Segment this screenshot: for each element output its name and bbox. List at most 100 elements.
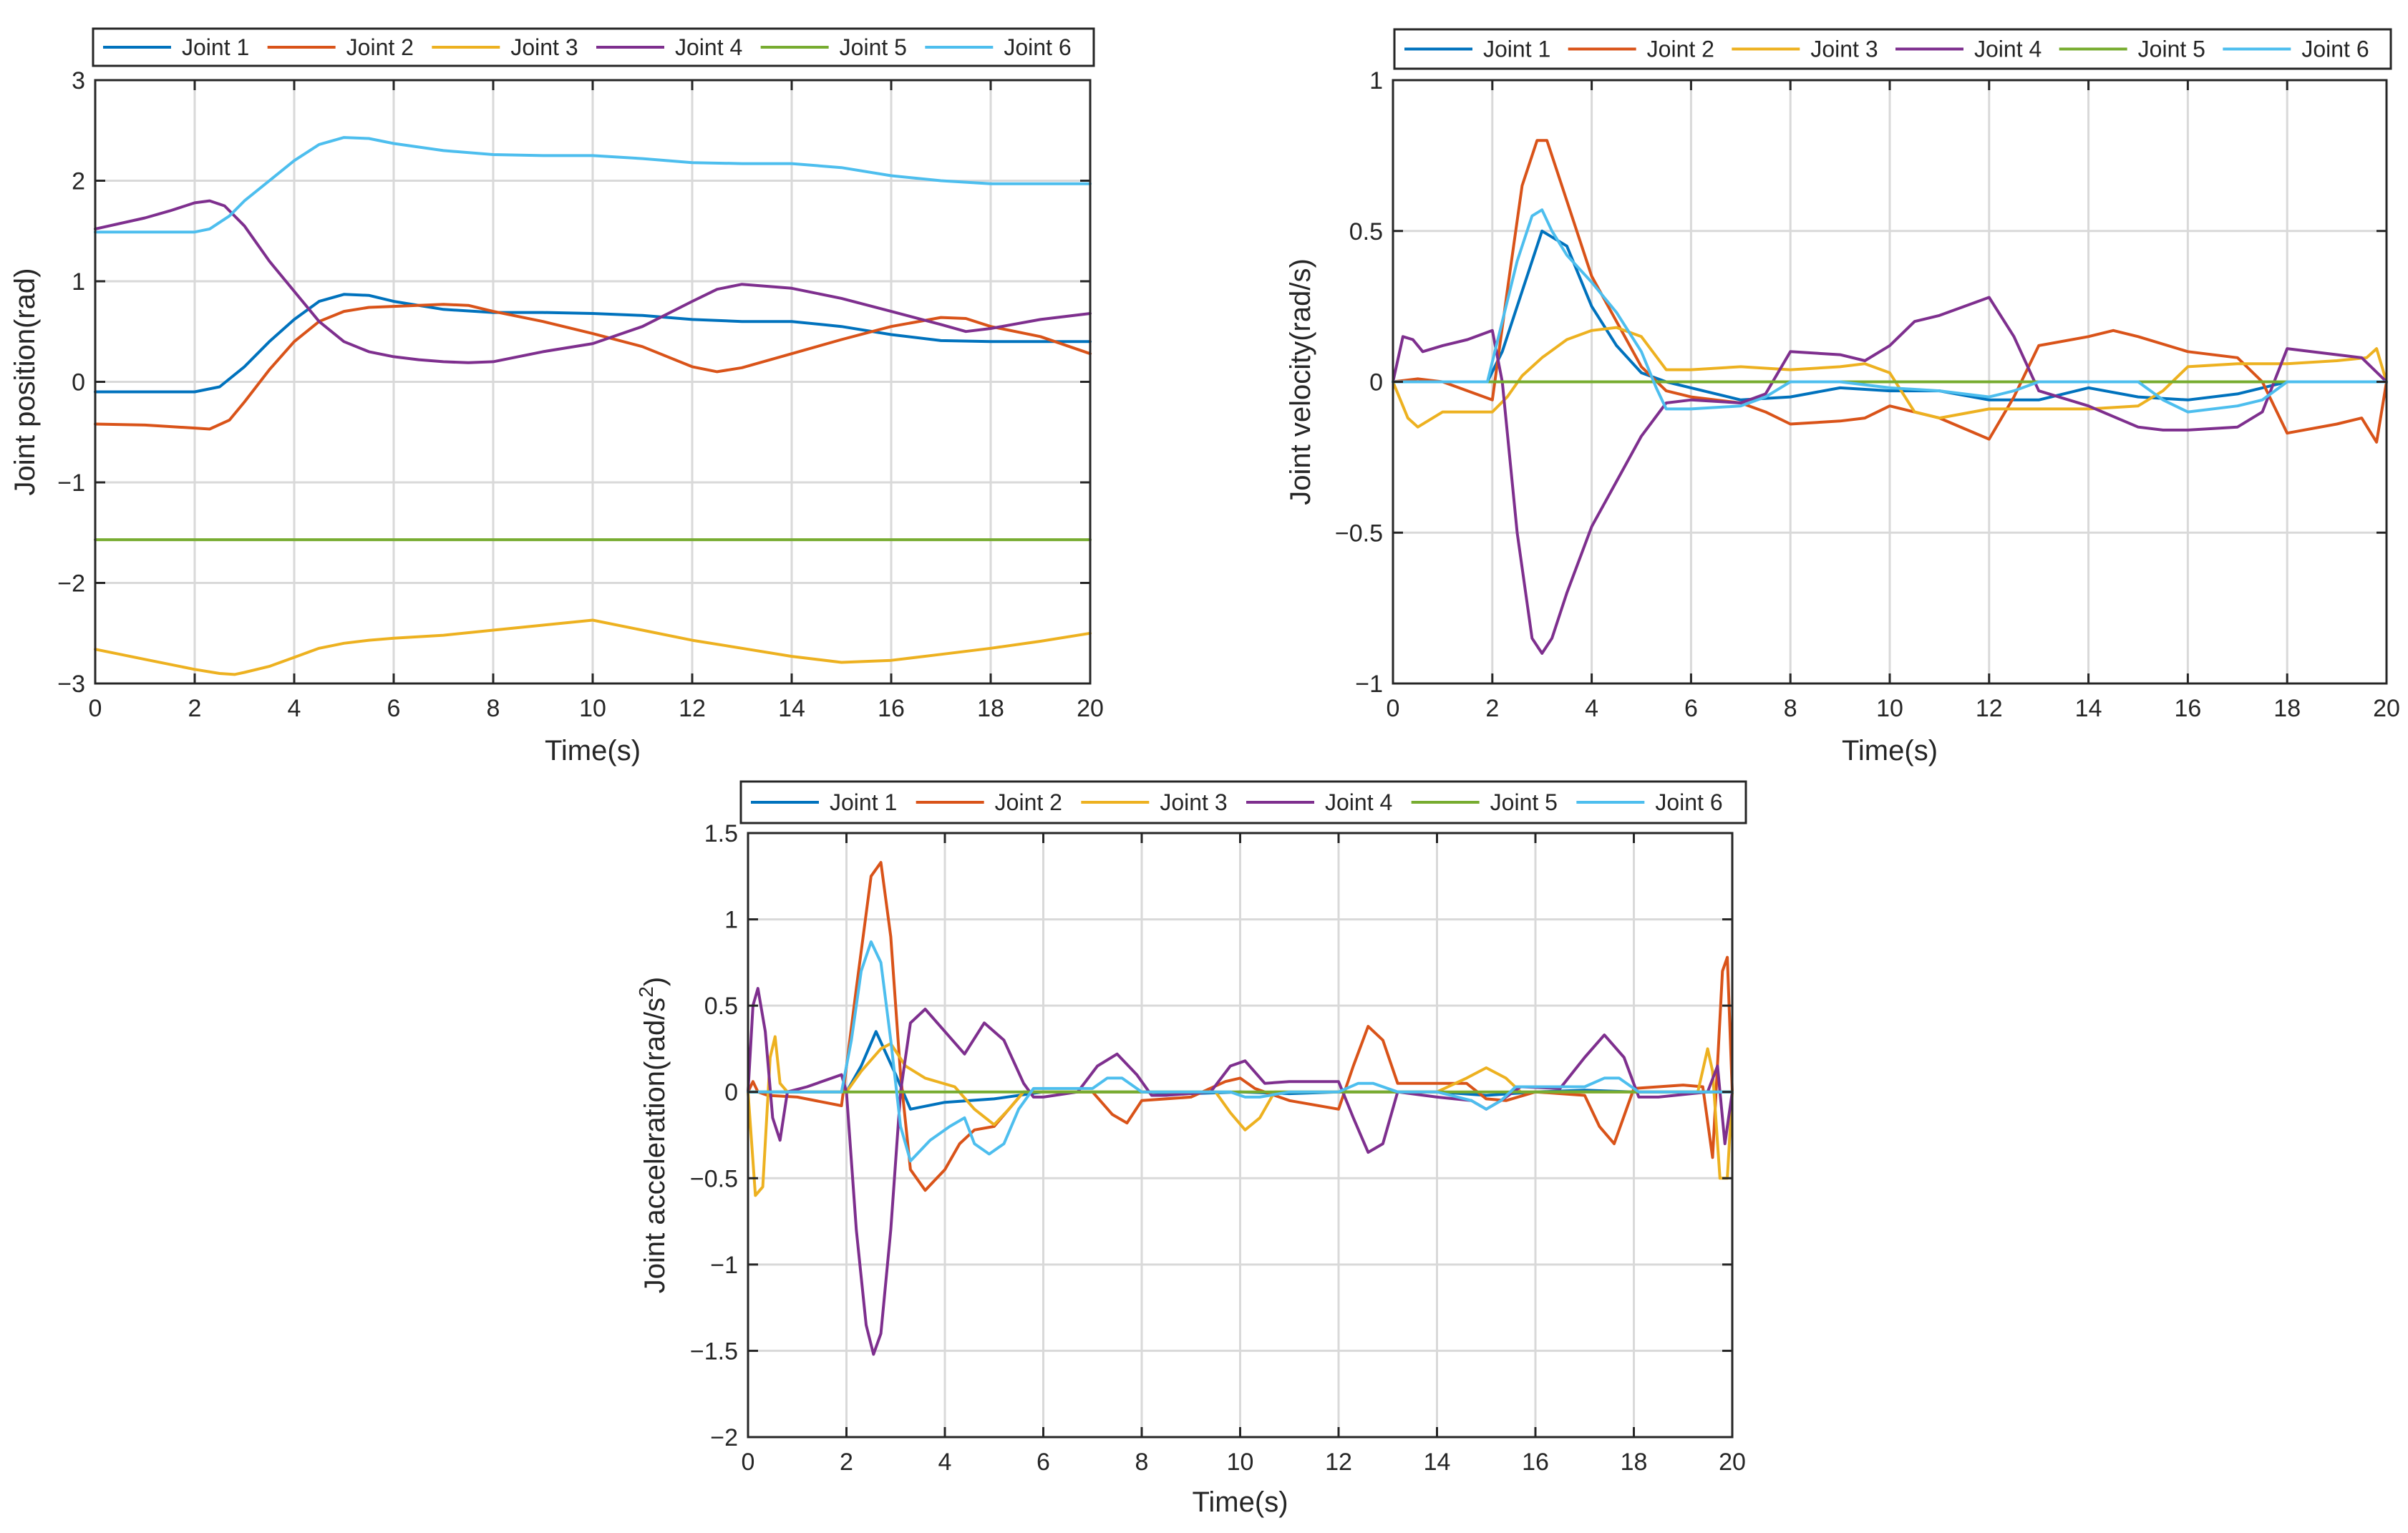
legend-label: Joint 1 [830, 789, 897, 815]
legend-label: Joint 3 [1160, 789, 1227, 815]
y-axis-label-close: ) [639, 977, 671, 986]
x-tick-label: 8 [1135, 1449, 1149, 1476]
legend-label: Joint 1 [182, 34, 249, 60]
x-tick-label: 12 [1325, 1449, 1352, 1476]
y-axis-label-superscript: 2 [635, 986, 657, 998]
x-tick-label: 18 [2273, 695, 2301, 722]
series-group [747, 861, 1734, 1356]
legend-label: Joint 5 [2138, 36, 2205, 62]
series-line-joint-6 [94, 136, 1092, 234]
x-tick-label: 14 [778, 695, 805, 722]
series-line-joint-6 [747, 940, 1734, 1163]
x-tick-label: 20 [2373, 695, 2400, 722]
legend: Joint 1 Joint 2 Joint 3 Joint 4 Joint 5 Joint… [92, 27, 1095, 67]
x-tick-label: 18 [1621, 1449, 1648, 1476]
x-tick-label: 6 [1036, 1449, 1050, 1476]
x-axis-label: Time(s) [545, 735, 641, 766]
ticks: 0 2 4 6 8 10 12 14 16 18 20 −2 −1.5 −1 −0.5 0 0.5 1 1.5 [690, 820, 1746, 1476]
x-tick-label: 20 [1719, 1449, 1746, 1476]
x-tick-label: 18 [977, 695, 1004, 722]
x-tick-label: 0 [1387, 695, 1400, 722]
series-line-joint-2 [747, 861, 1734, 1192]
y-tick-label: 1 [1369, 67, 1383, 94]
x-tick-label: 4 [288, 695, 301, 722]
x-tick-label: 16 [1522, 1449, 1549, 1476]
y-tick-label: −1.5 [690, 1338, 738, 1365]
x-tick-label: 2 [840, 1449, 853, 1476]
x-tick-label: 4 [938, 1449, 952, 1476]
chart-panel-3: 0 2 4 6 8 10 12 14 16 18 20 −2 −1.5 −1 −0.5 0 0.5 1 1.5 Tim… [635, 780, 1747, 1518]
legend-label: Joint 6 [1004, 34, 1071, 60]
legend-label: Joint 1 [1483, 36, 1550, 62]
legend-label: Joint 3 [1810, 36, 1878, 62]
x-tick-label: 0 [89, 695, 102, 722]
series-line-joint-3 [94, 618, 1092, 676]
x-axis-label: Time(s) [1192, 1486, 1288, 1518]
series-group [94, 136, 1092, 676]
chart-panel-2: 0 2 4 6 8 10 12 14 16 18 20 −1 −0.5 0 0.5 1 Time(s) Joint… [1285, 28, 2400, 766]
x-tick-label: 8 [1784, 695, 1797, 722]
x-tick-label: 0 [742, 1449, 755, 1476]
series-line-joint-2 [1392, 139, 2388, 444]
y-tick-label: −1 [710, 1252, 738, 1279]
grid-lines [95, 80, 1090, 683]
x-tick-label: 16 [878, 695, 905, 722]
legend-label: Joint 4 [1974, 36, 2042, 62]
y-tick-label: 1 [72, 268, 85, 296]
y-tick-label: 2 [72, 168, 85, 195]
x-tick-label: 10 [1876, 695, 1903, 722]
y-tick-label: 3 [72, 67, 85, 94]
x-tick-label: 14 [1424, 1449, 1451, 1476]
series-line-joint-6 [1392, 208, 2388, 414]
x-tick-label: 2 [188, 695, 202, 722]
ticks: 0 2 4 6 8 10 12 14 16 18 20 −1 −0.5 0 0.5 1 [1335, 67, 2400, 722]
legend-label: Joint 2 [1647, 36, 1714, 62]
legend: Joint 1 Joint 2 Joint 3 Joint 4 Joint 5 Joint… [1393, 28, 2392, 70]
series-line-joint-4 [94, 199, 1092, 364]
chart-panel-1: 0 2 4 6 8 10 12 14 16 18 20−3−2−10123Time(s)Joint … [9, 27, 1104, 766]
y-tick-label: 0 [724, 1079, 738, 1106]
legend-label: Joint 6 [1655, 789, 1722, 815]
series-line-joint-4 [1392, 296, 2388, 655]
legend-label: Joint 4 [675, 34, 742, 60]
y-tick-label: 0 [72, 369, 85, 396]
y-tick-label: −0.5 [690, 1165, 738, 1192]
y-tick-label: −1 [1355, 671, 1383, 698]
y-tick-label: −1 [57, 469, 85, 497]
x-tick-label: 8 [487, 695, 500, 722]
legend: Joint 1 Joint 2 Joint 3 Joint 4 Joint 5 Joint… [739, 780, 1747, 824]
y-tick-label: −2 [57, 570, 85, 598]
x-tick-label: 2 [1485, 695, 1499, 722]
y-axis-label: Joint velocity(rad/s) [1285, 258, 1316, 505]
legend-label: Joint 6 [2301, 36, 2369, 62]
x-tick-label: 20 [1077, 695, 1104, 722]
grid-lines [748, 833, 1732, 1437]
legend-label: Joint 3 [510, 34, 578, 60]
y-tick-label: 1 [724, 907, 738, 934]
series-group [1392, 139, 2388, 655]
y-axis-label-main: Joint acceleration(rad/s [639, 998, 671, 1294]
x-tick-label: 12 [679, 695, 706, 722]
legend-label: Joint 5 [1490, 789, 1558, 815]
y-axis-label: Joint position(rad) [9, 268, 41, 496]
y-tick-label: −0.5 [1335, 520, 1383, 547]
x-tick-label: 16 [2174, 695, 2201, 722]
legend-label: Joint 5 [840, 34, 907, 60]
series-line-joint-2 [94, 303, 1092, 431]
x-tick-label: 6 [1684, 695, 1698, 722]
series-line-joint-1 [1392, 229, 2388, 402]
x-tick-label: 10 [579, 695, 606, 722]
x-tick-label: 10 [1227, 1449, 1254, 1476]
legend-label: Joint 2 [346, 34, 414, 60]
y-tick-label: 0.5 [704, 993, 738, 1020]
y-axis-label: Joint acceleration(rad/s2) [635, 977, 671, 1293]
legend-label: Joint 2 [995, 789, 1062, 815]
y-tick-label: 1.5 [704, 820, 738, 847]
x-axis-label: Time(s) [1842, 735, 1938, 766]
x-tick-label: 12 [1976, 695, 2003, 722]
legend-label: Joint 4 [1325, 789, 1392, 815]
y-tick-label: −3 [57, 671, 85, 698]
x-tick-label: 14 [2075, 695, 2102, 722]
